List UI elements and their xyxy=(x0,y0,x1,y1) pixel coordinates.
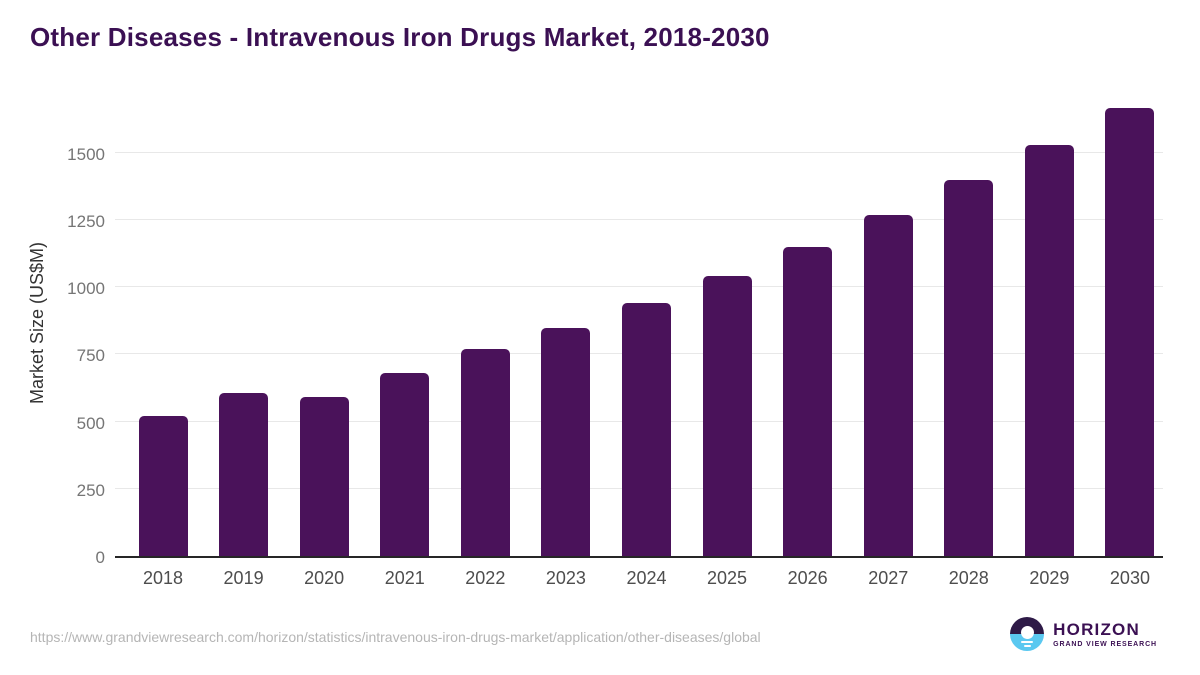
y-tick-label: 250 xyxy=(76,480,105,500)
logo-text: HORIZON GRAND VIEW RESEARCH xyxy=(1053,619,1157,648)
x-tick-label: 2021 xyxy=(384,568,425,588)
x-tick-label: 2024 xyxy=(626,568,667,588)
plot-area xyxy=(115,97,1163,558)
y-tick-label: 0 xyxy=(95,548,105,567)
x-tick-label: 2026 xyxy=(787,568,828,588)
bar-2027 xyxy=(863,214,913,556)
bar-2026 xyxy=(783,246,833,556)
x-tick-label: 2023 xyxy=(545,568,586,588)
gridline xyxy=(115,151,1163,153)
x-tick-label: 2027 xyxy=(868,568,909,588)
x-tick-label: 2030 xyxy=(1109,568,1150,588)
horizon-sun-icon xyxy=(1010,617,1045,651)
bar-2030 xyxy=(1105,108,1155,556)
bar-2022 xyxy=(460,349,510,556)
y-tick-label: 750 xyxy=(76,346,105,366)
bar-2028 xyxy=(944,179,994,556)
horizon-logo: HORIZON GRAND VIEW RESEARCH xyxy=(1010,617,1157,651)
y-axis-tick-labels: 0 250 500 750 1000 1250 1500 xyxy=(40,97,105,566)
y-tick-label: 1250 xyxy=(67,212,105,231)
logo-name: HORIZON xyxy=(1053,619,1140,639)
x-axis-tick-labels: 2018 2019 2020 2021 2022 2023 2024 2025 2026 2027… xyxy=(115,568,1163,592)
x-tick-label: 2022 xyxy=(465,568,506,588)
x-tick-label: 2018 xyxy=(142,568,184,588)
sun-circle xyxy=(1020,626,1034,639)
sun-reflection-line xyxy=(1023,644,1031,647)
x-tick-label: 2029 xyxy=(1029,568,1070,588)
bar-2020 xyxy=(299,397,349,556)
bar-2024 xyxy=(621,303,671,556)
source-url: https://www.grandviewresearch.com/horizo… xyxy=(30,629,761,645)
y-tick-label: 500 xyxy=(76,413,105,433)
bar-2019 xyxy=(219,393,269,556)
bar-2025 xyxy=(702,276,752,556)
x-tick-label: 2028 xyxy=(948,568,989,588)
gridline xyxy=(115,219,1163,220)
sun-reflection-line xyxy=(1021,640,1034,643)
chart-title: Other Diseases - Intravenous Iron Drugs … xyxy=(30,22,770,52)
x-tick-label: 2019 xyxy=(223,568,264,588)
bar-2029 xyxy=(1024,144,1074,556)
x-tick-label: 2025 xyxy=(707,568,748,588)
y-tick-label: 1000 xyxy=(67,279,105,299)
x-tick-label: 2020 xyxy=(304,568,345,588)
y-tick-label: 1500 xyxy=(67,144,105,164)
bar-2021 xyxy=(380,373,430,556)
logo-subtitle: GRAND VIEW RESEARCH xyxy=(1053,640,1157,648)
bar-2018 xyxy=(138,416,188,556)
bar-2023 xyxy=(541,327,591,556)
gridline xyxy=(115,286,1163,288)
